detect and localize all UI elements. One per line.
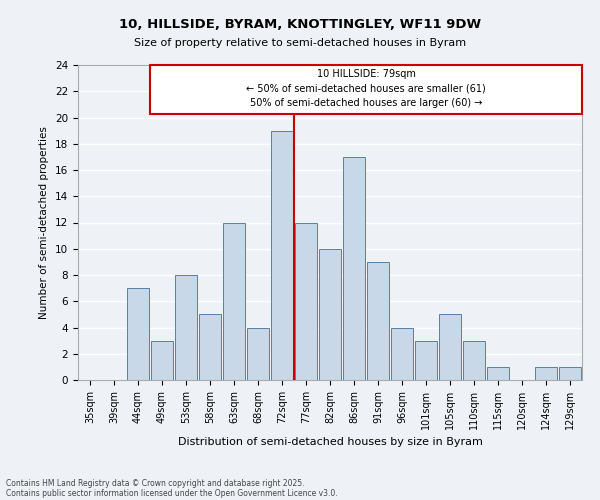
Text: Size of property relative to semi-detached houses in Byram: Size of property relative to semi-detach… bbox=[134, 38, 466, 48]
FancyBboxPatch shape bbox=[150, 65, 582, 114]
Bar bbox=[559, 367, 581, 380]
Bar bbox=[487, 367, 509, 380]
Bar bbox=[271, 130, 293, 380]
Bar bbox=[175, 275, 197, 380]
Bar bbox=[367, 262, 389, 380]
Text: Contains HM Land Registry data © Crown copyright and database right 2025.: Contains HM Land Registry data © Crown c… bbox=[6, 478, 305, 488]
Bar bbox=[247, 328, 269, 380]
Bar bbox=[415, 340, 437, 380]
Bar bbox=[295, 222, 317, 380]
Bar bbox=[151, 340, 173, 380]
Bar bbox=[199, 314, 221, 380]
Text: 10, HILLSIDE, BYRAM, KNOTTINGLEY, WF11 9DW: 10, HILLSIDE, BYRAM, KNOTTINGLEY, WF11 9… bbox=[119, 18, 481, 30]
Text: 10 HILLSIDE: 79sqm: 10 HILLSIDE: 79sqm bbox=[317, 68, 415, 78]
Text: 50% of semi-detached houses are larger (60) →: 50% of semi-detached houses are larger (… bbox=[250, 98, 482, 108]
Bar bbox=[343, 157, 365, 380]
Bar bbox=[535, 367, 557, 380]
Bar bbox=[127, 288, 149, 380]
Bar bbox=[319, 248, 341, 380]
Text: Contains public sector information licensed under the Open Government Licence v3: Contains public sector information licen… bbox=[6, 488, 338, 498]
Bar bbox=[439, 314, 461, 380]
Y-axis label: Number of semi-detached properties: Number of semi-detached properties bbox=[40, 126, 49, 319]
Bar bbox=[463, 340, 485, 380]
Bar bbox=[391, 328, 413, 380]
X-axis label: Distribution of semi-detached houses by size in Byram: Distribution of semi-detached houses by … bbox=[178, 438, 482, 448]
Text: ← 50% of semi-detached houses are smaller (61): ← 50% of semi-detached houses are smalle… bbox=[246, 84, 486, 94]
Bar bbox=[223, 222, 245, 380]
